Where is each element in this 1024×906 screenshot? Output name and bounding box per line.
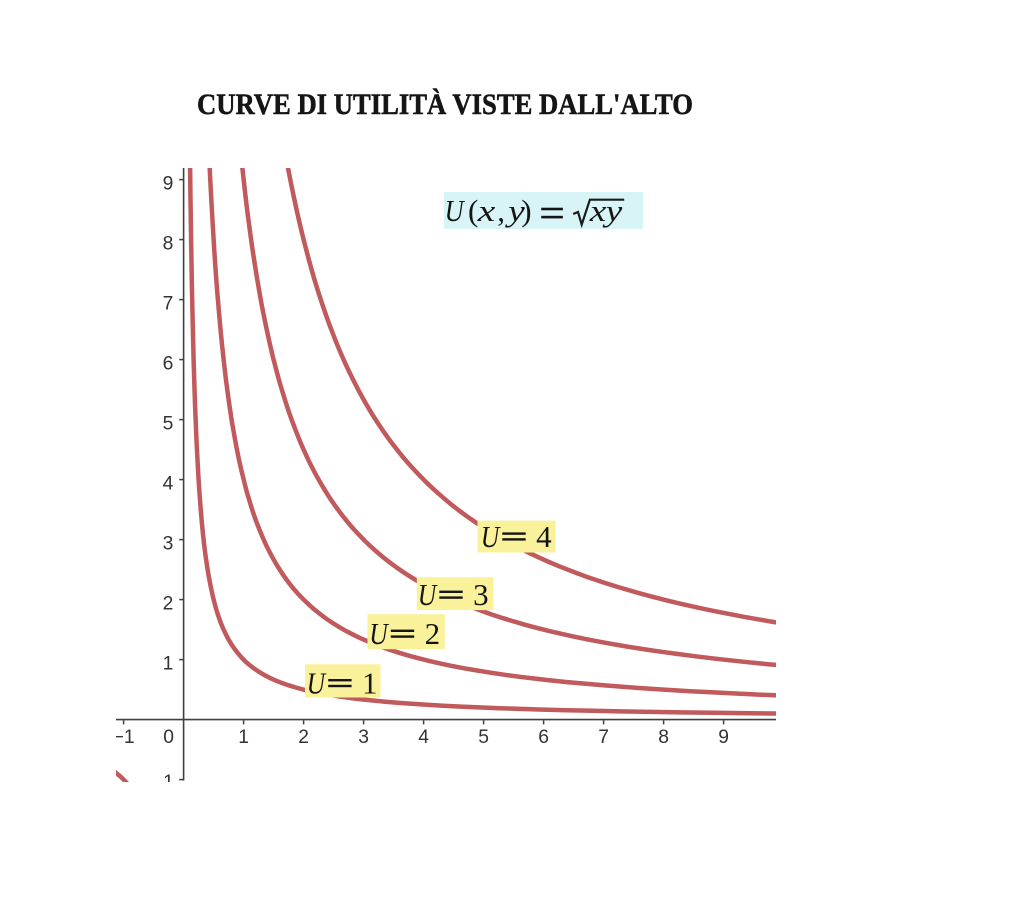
svg-text:7: 7 (163, 294, 174, 315)
svg-text:6: 6 (538, 727, 549, 748)
svg-text:1: 1 (362, 666, 378, 701)
svg-text:(: ( (468, 193, 478, 228)
svg-text:y: y (505, 193, 525, 228)
svg-text:x: x (589, 193, 607, 228)
svg-text:8: 8 (163, 234, 174, 255)
svg-text:9: 9 (718, 727, 729, 748)
svg-text:4: 4 (163, 474, 174, 495)
svg-text:1: 1 (238, 727, 249, 748)
svg-text:U: U (418, 577, 439, 612)
svg-text:U: U (307, 666, 328, 701)
svg-text:6: 6 (163, 354, 174, 375)
svg-text:1: 1 (163, 772, 174, 782)
svg-text:): ) (521, 193, 531, 228)
svg-text:1: 1 (163, 654, 174, 675)
svg-text:5: 5 (163, 414, 174, 435)
svg-text:8: 8 (658, 727, 669, 748)
svg-text:y: y (602, 193, 622, 228)
svg-text:7: 7 (598, 727, 609, 748)
svg-text:5: 5 (478, 727, 489, 748)
svg-text:U: U (445, 193, 466, 228)
svg-text:4: 4 (418, 727, 429, 748)
svg-text:3: 3 (358, 727, 369, 748)
svg-text:U: U (369, 616, 390, 651)
svg-text:x: x (477, 193, 496, 228)
svg-text:4: 4 (536, 519, 552, 554)
svg-text:−1: −1 (116, 727, 135, 748)
svg-text:,: , (497, 193, 505, 228)
svg-text:2: 2 (298, 727, 309, 748)
svg-text:U: U (481, 519, 502, 554)
svg-text:9: 9 (163, 174, 174, 195)
svg-text:2: 2 (163, 594, 174, 615)
svg-text:3: 3 (163, 534, 174, 555)
svg-text:2: 2 (425, 616, 441, 651)
svg-text:0: 0 (163, 727, 174, 748)
svg-text:3: 3 (473, 577, 489, 612)
